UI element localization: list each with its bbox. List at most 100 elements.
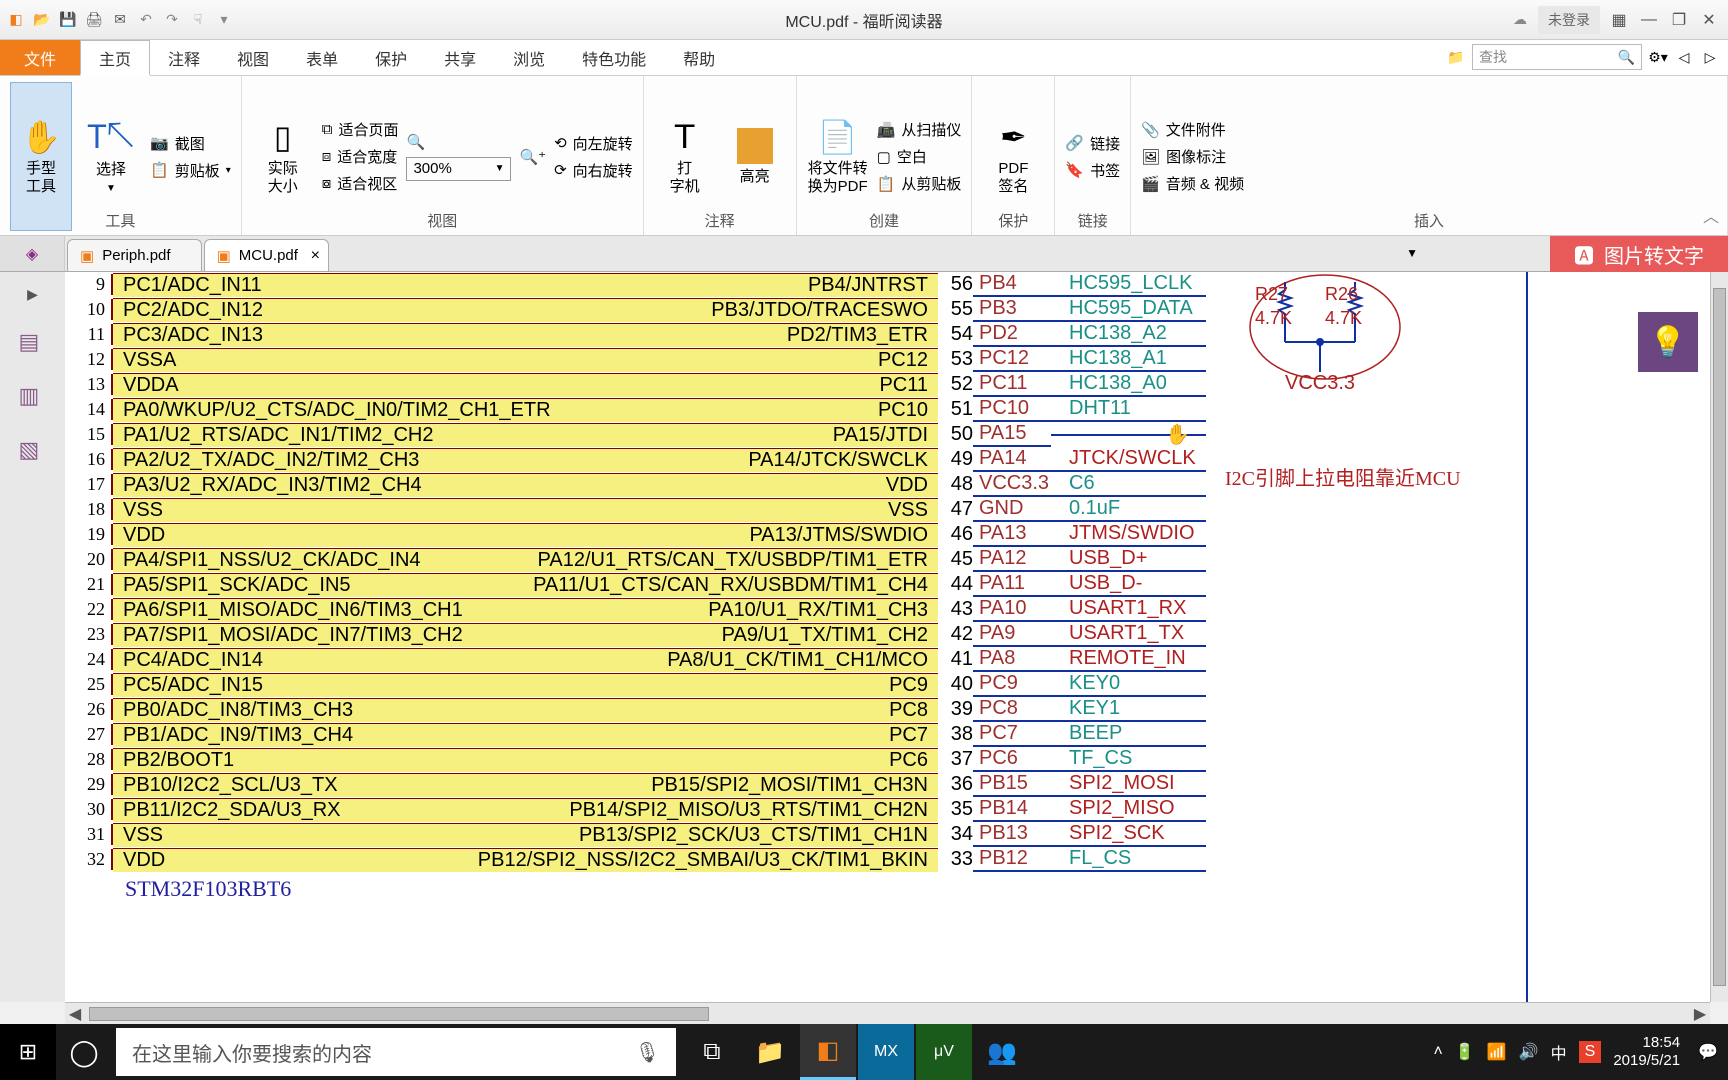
zoom-combo[interactable]: 300%▼ [406,157,511,181]
minimize-icon[interactable]: — [1638,9,1660,31]
highlight-button[interactable]: 高亮 [724,82,786,231]
hand-label: 手型 工具 [26,160,56,196]
search-input[interactable]: 查找 🔍 [1472,44,1642,70]
comments-icon[interactable]: ▧ [19,437,47,465]
explorer-button[interactable]: 📁 [742,1024,798,1080]
pin-row: 26PB0/ADC_IN8/TIM3_CH3PC8 [65,697,938,722]
blank-label: 空白 [897,146,927,167]
cloud-icon[interactable]: ☁ [1510,10,1530,30]
vertical-scrollbar[interactable] [1710,272,1728,1002]
rotate-left-button[interactable]: ⟲向左旋转 [554,133,633,154]
foxit-taskbar-button[interactable]: ◧ [800,1024,856,1080]
tray-up-icon[interactable]: ˄ [1434,1043,1443,1061]
fit-width-button[interactable]: ⧈适合宽度 [322,146,399,167]
app-mx-button[interactable]: MX [858,1024,914,1080]
battery-icon[interactable]: 🔋 [1455,1042,1475,1062]
gear-icon[interactable]: ⚙▾ [1648,47,1668,67]
horizontal-scrollbar[interactable]: ◀ ▶ [65,1002,1710,1024]
fit-page-button[interactable]: ⧉适合页面 [322,119,399,140]
tab-periph[interactable]: ▣ Periph.pdf [67,239,202,271]
convert-button[interactable]: 📄 将文件转 换为PDF [807,82,869,231]
bookmark-button[interactable]: 🔖书签 [1065,160,1120,181]
page-canvas[interactable]: 9PC1/ADC_IN11PB4/JNTRST10PC2/ADC_IN12PB3… [65,272,1728,1002]
wire-row: 56PB4HC595_LCLK [943,272,1206,297]
scroll-left-icon[interactable]: ◀ [65,1004,85,1024]
menu-tab-8[interactable]: 帮助 [665,40,734,75]
wifi-icon[interactable]: 📶 [1487,1042,1507,1062]
menu-tab-7[interactable]: 特色功能 [564,40,665,75]
nav-next-icon[interactable]: ▷ [1700,47,1720,67]
from-scanner-button[interactable]: 📠从扫描仪 [877,119,962,140]
nav-prev-icon[interactable]: ◁ [1674,47,1694,67]
bookmarks-icon[interactable]: ▤ [19,329,47,357]
maximize-icon[interactable]: ❐ [1668,9,1690,31]
start-button[interactable]: ⊞ [0,1024,56,1080]
ribbon-toggle-icon[interactable]: ▦ [1608,9,1630,31]
link-label: 链接 [1090,133,1120,154]
clipboard-button[interactable]: 📋剪贴板▾ [150,160,231,181]
taskbar: ⊞ ◯ 在这里输入你要搜索的内容 🎙 ⧉ 📁 ◧ MX μV 👥 ˄ 🔋 📶 🔊… [0,1024,1728,1080]
volume-icon[interactable]: 🔊 [1519,1042,1539,1062]
menu-tab-0[interactable]: 主页 [80,40,150,76]
tab-close-icon[interactable]: × [311,247,320,265]
select-icon: Ꭲ↖ [89,119,134,157]
av-button[interactable]: 🎬音频 & 视频 [1141,173,1244,194]
cortana-button[interactable]: ◯ [56,1024,112,1080]
notifications-icon[interactable]: 💬 [1698,1042,1718,1062]
ocr-button[interactable]: 🅰 图片转文字 [1550,236,1728,272]
ime-s-icon[interactable]: S [1579,1041,1602,1063]
taskbar-search[interactable]: 在这里输入你要搜索的内容 🎙 [116,1028,676,1076]
sign-button[interactable]: ✒ PDF 签名 [982,82,1044,231]
menu-tab-5[interactable]: 共享 [426,40,495,75]
ribbon-collapse-icon[interactable]: ︿ [1703,203,1719,227]
attach-button[interactable]: 📎文件附件 [1141,119,1244,140]
file-tab[interactable]: 文件 [0,40,80,75]
imgtag-button[interactable]: 🖼图像标注 [1141,146,1244,167]
hand-tool-button[interactable]: ✋ 手型 工具 [10,82,72,231]
save-icon[interactable]: 💾 [58,10,78,30]
actual-size-button[interactable]: ▯ 实际 大小 [252,82,314,231]
scroll-thumb[interactable] [89,1007,709,1021]
pin-row: 31VSSPB13/SPI2_SCK/U3_CTS/TIM1_CH1N [65,822,938,847]
taskview-button[interactable]: ⧉ [684,1024,740,1080]
scroll-right-icon[interactable]: ▶ [1690,1004,1710,1024]
login-button[interactable]: 未登录 [1538,6,1600,34]
link-button[interactable]: 🔗链接 [1065,133,1120,154]
email-icon[interactable]: ✉ [110,10,130,30]
zoom-out-button[interactable]: 🔍 [406,133,511,151]
app-vs-button[interactable]: μV [916,1024,972,1080]
select-tool-button[interactable]: Ꭲ↖ 选择 ▼ [80,82,142,231]
pin-row: 15PA1/U2_RTS/ADC_IN1/TIM2_CH2PA15/JTDI [65,422,938,447]
print-icon[interactable]: 🖨 [84,10,104,30]
fit-view-button[interactable]: ⧇适合视区 [322,173,399,194]
bookmark-label: 书签 [1090,160,1120,181]
redo-icon[interactable]: ↷ [162,10,182,30]
menu-tab-2[interactable]: 视图 [219,40,288,75]
expand-nav-icon[interactable]: ▶ [27,286,38,303]
tab-mcu[interactable]: ▣ MCU.pdf × [204,239,329,271]
fitview-icon: ⧇ [322,175,332,192]
ime-tray[interactable]: 中 [1551,1040,1567,1064]
blank-button[interactable]: ▢空白 [877,146,962,167]
snapshot-button[interactable]: 📷截图 [150,133,231,154]
open-icon[interactable]: 📂 [32,10,52,30]
pages-icon[interactable]: ▥ [19,383,47,411]
clock[interactable]: 18:54 2019/5/21 [1613,1034,1686,1070]
folder-tree-icon[interactable]: 📁 [1446,47,1466,67]
hand-small-icon[interactable]: ☟ [188,10,208,30]
people-button[interactable]: 👥 [974,1024,1030,1080]
qat-more-icon[interactable]: ▾ [214,10,234,30]
menu-tab-6[interactable]: 浏览 [495,40,564,75]
menu-tab-4[interactable]: 保护 [357,40,426,75]
rotate-right-button[interactable]: ⟳向右旋转 [554,160,633,181]
start-panel-button[interactable]: ◈ [0,236,65,271]
tab-menu-icon[interactable]: ▼ [1406,246,1418,260]
close-icon[interactable]: ✕ [1698,9,1720,31]
typewriter-button[interactable]: ꓔ 打 字机 [654,82,716,231]
zoom-in-button[interactable]: 🔍⁺ [519,148,546,166]
hint-button[interactable]: 💡 [1638,312,1698,372]
from-clip-button[interactable]: 📋从剪贴板 [877,173,962,194]
undo-icon[interactable]: ↶ [136,10,156,30]
menu-tab-1[interactable]: 注释 [150,40,219,75]
menu-tab-3[interactable]: 表单 [288,40,357,75]
